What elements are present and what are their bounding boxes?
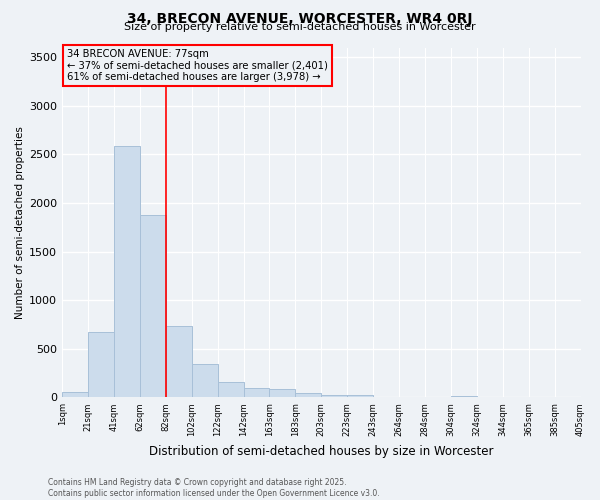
- Bar: [140, 214, 166, 398]
- Bar: [322, 394, 347, 398]
- Bar: [88, 332, 114, 398]
- Bar: [269, 388, 295, 398]
- Bar: [451, 396, 477, 398]
- Bar: [347, 396, 373, 398]
- Text: Contains HM Land Registry data © Crown copyright and database right 2025.
Contai: Contains HM Land Registry data © Crown c…: [48, 478, 380, 498]
- Bar: [192, 364, 218, 398]
- Bar: [114, 146, 140, 398]
- Bar: [166, 326, 192, 398]
- Text: 34 BRECON AVENUE: 77sqm
← 37% of semi-detached houses are smaller (2,401)
61% of: 34 BRECON AVENUE: 77sqm ← 37% of semi-de…: [67, 49, 328, 82]
- Bar: [295, 393, 322, 398]
- Y-axis label: Number of semi-detached properties: Number of semi-detached properties: [15, 126, 25, 319]
- Bar: [62, 392, 88, 398]
- Text: 34, BRECON AVENUE, WORCESTER, WR4 0RJ: 34, BRECON AVENUE, WORCESTER, WR4 0RJ: [127, 12, 473, 26]
- Bar: [244, 388, 269, 398]
- Text: Size of property relative to semi-detached houses in Worcester: Size of property relative to semi-detach…: [124, 22, 476, 32]
- Bar: [218, 382, 244, 398]
- Bar: [373, 396, 399, 398]
- X-axis label: Distribution of semi-detached houses by size in Worcester: Distribution of semi-detached houses by …: [149, 444, 494, 458]
